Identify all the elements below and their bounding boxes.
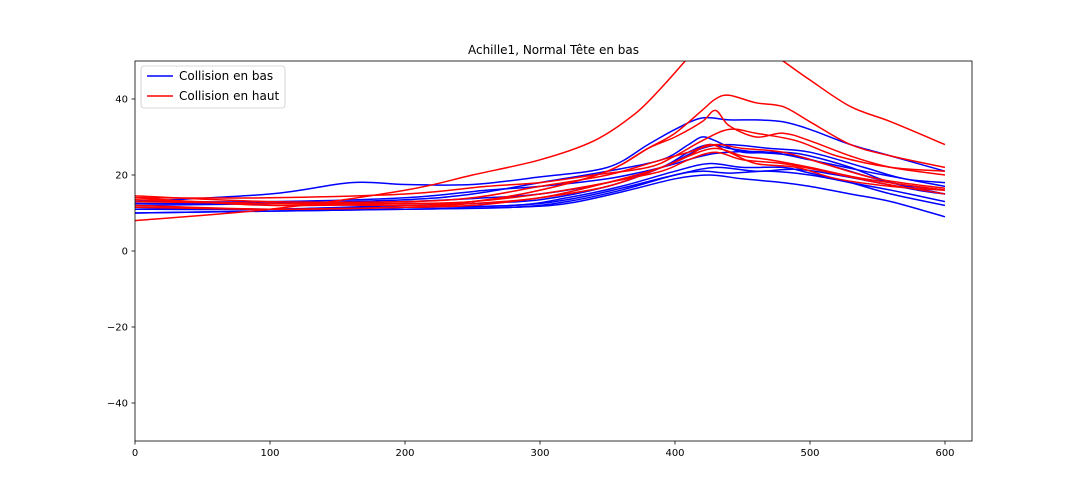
- x-tick-label: 500: [800, 448, 819, 459]
- y-tick-label: −20: [107, 323, 128, 334]
- x-tick-label: 400: [665, 448, 684, 459]
- series-layer: [135, 61, 946, 222]
- series-line-haut-14: [135, 143, 946, 203]
- x-tick-label: 200: [395, 448, 414, 459]
- y-tick-label: −40: [107, 399, 128, 410]
- x-tick-label: 600: [935, 448, 954, 459]
- y-axis: −40 −20 0 20 40: [107, 95, 135, 410]
- legend-label-haut: Collision en haut: [179, 89, 279, 103]
- x-tick-label: 100: [260, 448, 279, 459]
- legend-label-bas: Collision en bas: [179, 69, 273, 83]
- chart-title: Achille1, Normal Tête en bas: [468, 43, 639, 57]
- y-tick-label: 20: [115, 171, 128, 182]
- y-tick-label: 40: [115, 95, 128, 106]
- series-line-haut-13: [135, 147, 946, 210]
- series-line-haut-11: [135, 109, 946, 207]
- y-tick-label: 0: [122, 247, 128, 258]
- series-line-haut-9: [135, 61, 946, 222]
- series-line-haut-15: [135, 151, 946, 205]
- series-line-haut-16: [135, 128, 946, 199]
- series-line-bas-5: [135, 174, 946, 218]
- series-line-bas-0: [135, 116, 946, 203]
- series-line-bas-1: [135, 136, 946, 207]
- plot-area: [135, 61, 972, 441]
- x-axis: 0 100 200 300 400 500 600: [132, 441, 955, 459]
- legend: Collision en bas Collision en haut: [140, 65, 286, 109]
- legend-box: [140, 65, 286, 109]
- x-tick-label: 300: [530, 448, 549, 459]
- x-tick-label: 0: [132, 448, 138, 459]
